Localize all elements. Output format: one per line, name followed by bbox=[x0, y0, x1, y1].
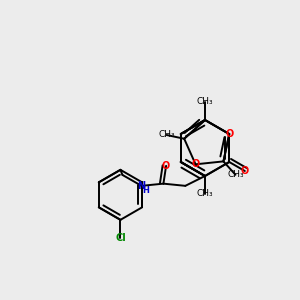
Text: CH₃: CH₃ bbox=[158, 130, 175, 140]
Text: O: O bbox=[225, 129, 233, 139]
Text: CH₃: CH₃ bbox=[197, 190, 213, 199]
Text: CH₃: CH₃ bbox=[227, 170, 244, 179]
Text: O: O bbox=[162, 161, 170, 171]
Text: O: O bbox=[191, 159, 200, 169]
Text: O: O bbox=[241, 166, 249, 176]
Text: CH₃: CH₃ bbox=[197, 98, 213, 106]
Text: Cl: Cl bbox=[115, 233, 126, 243]
Text: H: H bbox=[142, 186, 149, 195]
Text: N: N bbox=[137, 181, 146, 191]
